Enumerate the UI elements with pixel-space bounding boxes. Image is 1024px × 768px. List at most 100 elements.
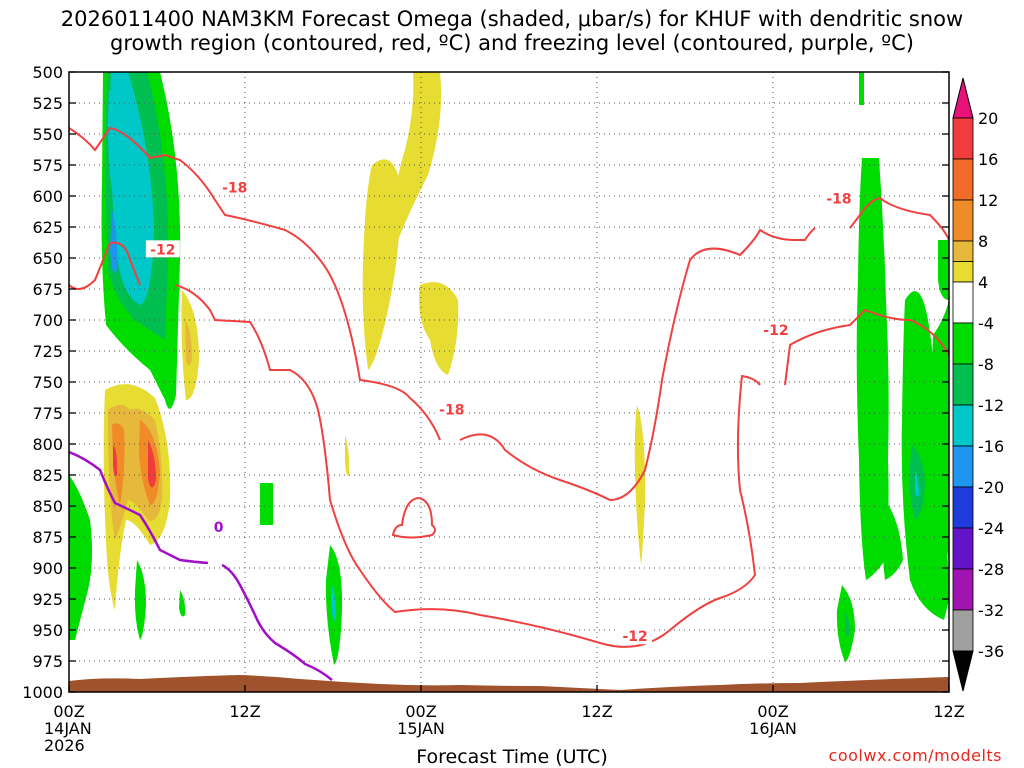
omega-area <box>915 470 919 497</box>
contour-label: -18 <box>222 180 247 196</box>
y-tick-label: 1000 <box>22 683 63 702</box>
chart-title-line-1: 2026011400 NAM3KM Forecast Omega (shaded… <box>60 7 964 31</box>
omega-area <box>185 320 192 365</box>
x-axis-title: Forecast Time (UTC) <box>416 746 608 768</box>
colorbar-label: -28 <box>978 560 1004 579</box>
x-tick-label: 00Z <box>53 702 84 721</box>
omega-area <box>931 300 949 560</box>
contour-label-bg <box>618 627 653 645</box>
y-tick-label: 800 <box>32 435 63 454</box>
x-tick-label: 00Z <box>405 702 436 721</box>
y-tick-label: 600 <box>32 187 63 206</box>
omega-area <box>419 282 459 375</box>
colorbar-bin <box>952 363 974 406</box>
colorbar-bin <box>952 117 974 160</box>
x-tick-label: 00Z <box>757 702 788 721</box>
colorbar-label: -16 <box>978 437 1004 456</box>
colorbar-label: 20 <box>978 109 998 128</box>
y-tick-label: 925 <box>32 590 63 609</box>
contour-minus18-middle <box>459 227 816 502</box>
grid <box>69 72 949 692</box>
contour-labels: -18 -18 -18 -12 -12 -12 0 <box>145 178 856 645</box>
colorbar-label: -8 <box>978 355 994 374</box>
contour-label-bg <box>822 189 856 207</box>
contour-label-bg <box>758 320 793 338</box>
omega-area <box>859 72 864 105</box>
contour-label: -18 <box>826 191 851 207</box>
contour-label: -12 <box>150 242 175 258</box>
y-tick-label: 750 <box>32 373 63 392</box>
terrain-surface <box>69 675 949 692</box>
y-tick-label: 825 <box>32 466 63 485</box>
y-tick-label: 700 <box>32 311 63 330</box>
omega-area <box>148 440 156 488</box>
colorbar-label: -36 <box>978 642 1004 661</box>
omega-area <box>179 590 186 617</box>
colorbar-label: 16 <box>978 150 998 169</box>
terrain <box>69 675 949 692</box>
colorbar-bin <box>952 609 974 652</box>
colorbar-bin <box>952 568 974 611</box>
contour-minus12-main <box>174 284 761 648</box>
contour-label-bg <box>434 400 469 418</box>
omega-area <box>345 435 350 476</box>
contour-label-bg <box>217 178 252 196</box>
contour-0-freezing <box>69 450 333 681</box>
omega-area <box>634 405 646 565</box>
colorbar-label: -32 <box>978 601 1004 620</box>
contour-minus12-right <box>784 308 949 386</box>
omega-area <box>362 159 400 370</box>
contour-label: 0 <box>214 520 224 536</box>
colorbar-bin <box>952 240 974 262</box>
contour-label: -12 <box>763 323 788 339</box>
colorbar-bin <box>952 650 974 692</box>
omega-shading <box>69 72 949 665</box>
y-tick-label: 625 <box>32 218 63 237</box>
colorbar-bin <box>952 261 974 283</box>
chart-title-line-2: growth region (contoured, red, ºC) and f… <box>110 31 914 55</box>
y-tick-label: 675 <box>32 280 63 299</box>
omega-area <box>901 291 949 620</box>
contour-minus12-left <box>69 241 141 290</box>
y-tick-label: 725 <box>32 342 63 361</box>
x-tick-label: 12Z <box>229 702 260 721</box>
colorbar-label: -4 <box>978 314 994 333</box>
x-tick-label: 16JAN <box>749 719 797 738</box>
colorbar-bin <box>952 445 974 488</box>
y-tick-label: 500 <box>32 63 63 82</box>
credit-link[interactable]: coolwx.com/modelts <box>828 746 1002 765</box>
omega-area <box>112 423 125 505</box>
y-tick-label: 950 <box>32 621 63 640</box>
colorbar-bin <box>952 158 974 201</box>
omega-area <box>108 90 122 190</box>
contours <box>69 126 949 681</box>
y-tick-label: 650 <box>32 249 63 268</box>
colorbar-label: -24 <box>978 519 1004 538</box>
contour-label-bg <box>145 240 180 258</box>
omega-area <box>882 500 903 580</box>
colorbar-bin <box>952 281 974 324</box>
x-tick-label: 12Z <box>581 702 612 721</box>
contour-label: -12 <box>622 629 647 645</box>
colorbar-bin <box>952 404 974 447</box>
contour-label-bg <box>201 518 236 536</box>
y-tick-label: 575 <box>32 156 63 175</box>
colorbar-bin <box>952 486 974 529</box>
y-axis: 500 525 550 575 600 625 650 675 700 725 750 775 800 8… <box>22 63 949 702</box>
omega-area <box>845 610 850 637</box>
colorbar-label: -20 <box>978 478 1004 497</box>
y-tick-label: 875 <box>32 528 63 547</box>
colorbar-bin <box>952 77 974 119</box>
y-tick-label: 850 <box>32 497 63 516</box>
y-tick-label: 900 <box>32 559 63 578</box>
contour-minus18-left <box>69 126 441 441</box>
colorbar-bin <box>952 527 974 570</box>
omega-area <box>113 445 118 477</box>
contour-minus18-right <box>849 196 949 241</box>
omega-area <box>134 560 146 640</box>
colorbar-label: 8 <box>978 232 988 251</box>
colorbar-label: -12 <box>978 396 1004 415</box>
x-tick-label: 12Z <box>933 702 964 721</box>
